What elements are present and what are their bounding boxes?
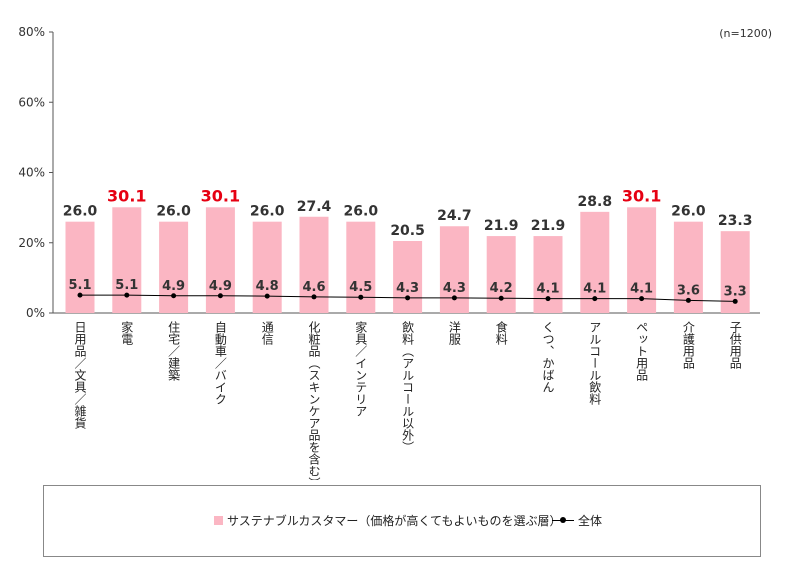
- bar: [673, 221, 703, 313]
- category-label: 自動車／バイク: [213, 321, 227, 405]
- legend-item-line: 全体: [552, 512, 602, 529]
- bar: [486, 236, 516, 313]
- line-series: 5.1 5.1 4.9 4.9 4.8 4.6 4.5 4.3 4.3 4.2 4.1 4.1 4.1 3…: [68, 278, 747, 304]
- bar-data-label: 21.9: [531, 218, 566, 234]
- category-labels: 日用品／文具／雑貨 家電 住宅／建築 自動車／バイク 通信 化粧品（スキンケア品を含む） 家…: [73, 320, 742, 480]
- category-label: 通信: [260, 321, 274, 346]
- category-label: 住宅／建築: [167, 321, 181, 381]
- line-data-label: 3.3: [724, 284, 747, 299]
- category-label: 日用品／文具／雑貨: [73, 321, 87, 430]
- line-point: [685, 297, 691, 303]
- line-data-label: 5.1: [115, 278, 138, 293]
- bar-data-label: 26.0: [344, 204, 379, 220]
- legend-swatch-line: [552, 516, 574, 525]
- line-data-label: 4.1: [630, 282, 653, 297]
- category-label: ペット用品: [635, 321, 649, 381]
- line-point: [592, 296, 598, 302]
- line-point: [405, 295, 411, 301]
- bar-data-label: 21.9: [484, 218, 519, 234]
- line-data-label: 4.3: [396, 281, 419, 296]
- bar: [252, 221, 282, 313]
- bar-data-label: 26.0: [671, 204, 706, 220]
- bar: [65, 221, 95, 313]
- line-point: [732, 298, 738, 304]
- bar-data-label: 26.0: [250, 204, 285, 220]
- bar: [627, 207, 657, 313]
- line-point: [639, 296, 645, 302]
- category-label: アルコール飲料: [588, 321, 602, 405]
- bar: [159, 221, 189, 313]
- line-point: [451, 295, 457, 301]
- category-label: 飲料（アルコール以外）: [401, 320, 415, 453]
- bar-data-label: 26.0: [156, 204, 191, 220]
- line-data-label: 3.6: [677, 283, 700, 298]
- bar-data-label: 26.0: [63, 204, 98, 220]
- y-tick-label: 60%: [18, 95, 45, 109]
- line-data-label: 4.1: [536, 282, 559, 297]
- category-label: 洋服: [447, 320, 461, 346]
- bar-data-label: 28.8: [578, 194, 613, 210]
- category-label: 食料: [494, 320, 508, 345]
- bar-data-label: 20.5: [390, 223, 425, 239]
- category-label: 家電: [120, 320, 134, 345]
- bar-data-label: 30.1: [107, 186, 146, 205]
- line-data-label: 4.5: [349, 280, 372, 295]
- bar: [393, 240, 423, 313]
- legend-label-line: 全体: [578, 514, 603, 528]
- line-point: [264, 293, 270, 299]
- y-tick-label: 80%: [18, 25, 45, 39]
- line-data-label: 4.8: [256, 279, 279, 294]
- legend-item-bar: サステナブルカスタマー（価格が高くてもよいものを選ぶ層）: [214, 512, 561, 529]
- line-data-label: 4.3: [443, 281, 466, 296]
- line-point: [545, 296, 551, 302]
- chart: 0% 20% 40% 60% 80% 26.0 30.1 26.0 30.1 26.0 27.4 2…: [18, 25, 772, 480]
- line-point: [171, 293, 177, 299]
- line-point: [217, 293, 223, 299]
- y-tick-label: 20%: [18, 236, 45, 250]
- bar: [533, 236, 563, 313]
- category-label: 子供用品: [728, 321, 742, 369]
- category-label: 化粧品（スキンケア品を含む）: [307, 321, 321, 480]
- bar-data-label: 23.3: [718, 213, 753, 229]
- line-data-label: 4.9: [162, 279, 185, 294]
- line-point: [311, 294, 317, 300]
- line-point: [124, 292, 130, 298]
- bar-data-label: 30.1: [622, 186, 661, 205]
- y-tick-label: 0%: [26, 306, 45, 320]
- bar-data-label: 24.7: [437, 208, 472, 224]
- line-data-label: 5.1: [68, 278, 91, 293]
- line-data-label: 4.6: [302, 280, 325, 295]
- line-point: [498, 295, 504, 301]
- line-point: [77, 292, 83, 298]
- category-label: 介護用品: [681, 321, 695, 369]
- line-data-label: 4.9: [209, 279, 232, 294]
- legend: サステナブルカスタマー（価格が高くてもよいものを選ぶ層） 全体: [43, 485, 761, 557]
- category-label: くつ、かばん: [541, 321, 555, 393]
- category-label: 家具／インテリア: [354, 320, 368, 417]
- y-tick-label: 40%: [18, 166, 45, 180]
- line-data-label: 4.2: [490, 281, 513, 296]
- sample-note: (n=1200): [719, 27, 772, 40]
- legend-label-bar: サステナブルカスタマー（価格が高くてもよいものを選ぶ層）: [227, 514, 562, 528]
- bar-data-label: 27.4: [297, 199, 332, 215]
- line-data-label: 4.1: [583, 282, 606, 297]
- bar-data-label: 30.1: [201, 186, 240, 205]
- line-point: [358, 294, 364, 300]
- legend-swatch-bar: [214, 516, 223, 525]
